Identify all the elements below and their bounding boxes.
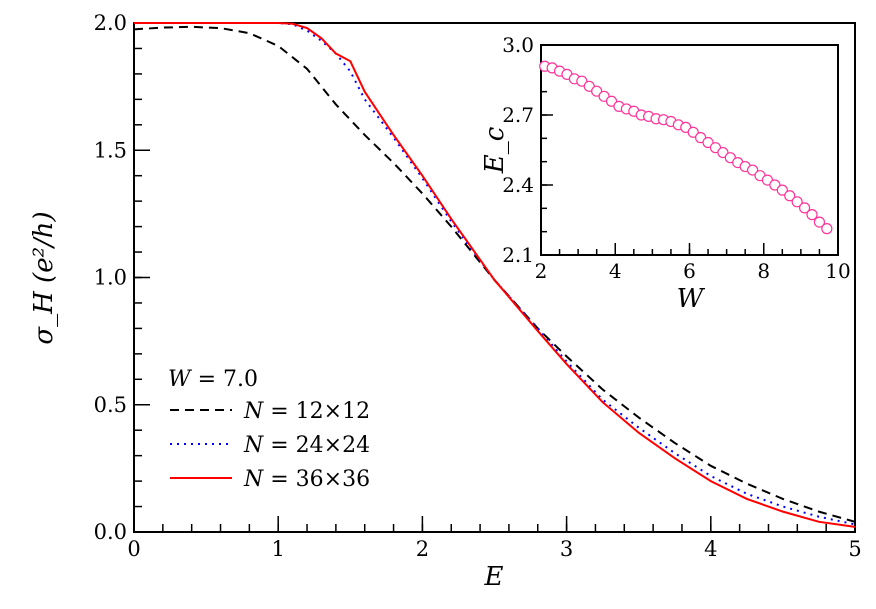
x-axis-label: E xyxy=(484,562,504,592)
y-tick-label: 0.5 xyxy=(94,393,127,417)
y-tick-label: 2.0 xyxy=(94,11,127,35)
data-point xyxy=(687,126,699,138)
x-tick-label: 6 xyxy=(683,259,696,283)
y-axis-label: σ_H (e²/h) xyxy=(29,211,59,344)
legend-label-2: N = 24×24 xyxy=(243,433,370,458)
data-point xyxy=(776,184,788,196)
data-point xyxy=(784,190,796,202)
x-tick-label: 2 xyxy=(416,537,429,561)
data-point xyxy=(747,164,759,176)
x-tick-label: 1 xyxy=(272,537,285,561)
data-point xyxy=(821,223,833,235)
data-point xyxy=(798,202,811,214)
y-tick-label: 2.1 xyxy=(502,243,534,267)
y-tick-label: 2.4 xyxy=(502,173,534,197)
inset-background xyxy=(541,45,838,255)
data-point xyxy=(813,216,826,228)
main-plot: 0 1 2 3 4 5 0.0 0.5 1.0 1.5 2.0 xyxy=(94,11,862,561)
data-point xyxy=(806,209,818,221)
x-tick-label: 4 xyxy=(609,259,622,283)
legend-label-1: N = 12×12 xyxy=(243,399,370,424)
series-line-2 xyxy=(134,22,856,526)
x-tick-label: 0 xyxy=(127,537,140,561)
x-tick-label: 5 xyxy=(848,537,861,561)
inset-y-axis-label: E_c xyxy=(480,126,510,174)
x-tick-label: 3 xyxy=(560,537,573,561)
x-tick-label: 4 xyxy=(704,537,717,561)
legend-label-3: N = 36×36 xyxy=(243,467,370,492)
legend: W = 7.0 N = 12×12 N = 24×24 N = 36×36 xyxy=(168,367,370,492)
x-tick-label: 2 xyxy=(535,259,548,283)
data-point xyxy=(791,196,803,208)
y-tick-label: 3.0 xyxy=(502,33,534,57)
y-tick-label: 2.7 xyxy=(502,103,534,127)
series-line-3 xyxy=(134,22,856,528)
legend-title: W = 7.0 xyxy=(168,367,258,392)
y-tick-label: 0.0 xyxy=(94,520,127,544)
inset-x-axis-label: W xyxy=(677,284,706,314)
x-tick-label: 8 xyxy=(757,259,770,283)
inset-plot: 2 4 6 8 10 2.1 2.4 2.7 3.0 xyxy=(502,33,851,283)
y-tick-label: 1.5 xyxy=(94,138,127,162)
y-tick-label: 1.0 xyxy=(94,266,127,290)
x-tick-label: 10 xyxy=(825,259,850,283)
series-line-1 xyxy=(133,25,856,523)
